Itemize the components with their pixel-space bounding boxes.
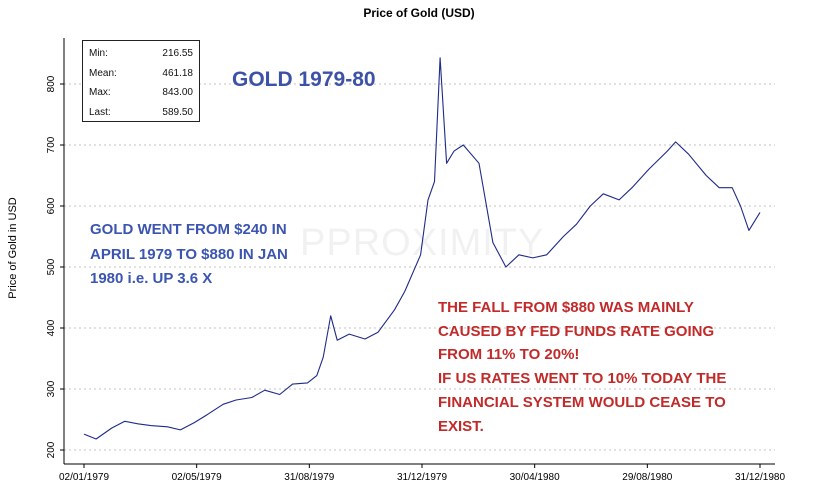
y-tick-label: 700 xyxy=(46,136,57,153)
stats-box: Min: 216.55 Mean: 461.18 Max: 843.00 Las… xyxy=(82,40,200,122)
price-line xyxy=(83,57,761,440)
x-tick-label: 02/01/1979 xyxy=(59,472,109,483)
annotation-blue-line: GOLD WENT FROM $240 IN xyxy=(90,221,287,238)
y-tick-label: 300 xyxy=(46,380,57,397)
stats-row-mean: Mean: 461.18 xyxy=(89,64,193,84)
axes: 200 300 400 500 600 700 800 02/01/1979 02/05/197… xyxy=(46,38,785,483)
x-tick-label: 30/04/1980 xyxy=(510,472,560,483)
annotation-red-line: THE FALL FROM $880 WAS MAINLY xyxy=(438,299,694,316)
chart-title: Price of Gold (USD) xyxy=(363,6,474,20)
x-tick-label: 31/12/1980 xyxy=(735,472,785,483)
stats-min-value: 216.55 xyxy=(162,48,193,59)
x-tick-label: 02/05/1979 xyxy=(172,472,222,483)
x-tick-label: 31/08/1979 xyxy=(284,472,334,483)
watermark: PPROXIMITY xyxy=(300,222,545,264)
annotation-blue-line: APRIL 1979 TO $880 IN JAN xyxy=(90,245,288,263)
series-line xyxy=(83,57,761,440)
stats-mean-value: 461.18 xyxy=(162,67,193,79)
stats-row-min: Min: 216.55 xyxy=(89,44,193,64)
stats-mean-label: Mean: xyxy=(89,67,117,79)
annotation-title: GOLD 1979-80 xyxy=(232,68,376,91)
y-tick-label: 800 xyxy=(46,75,57,92)
stats-min-label: Min: xyxy=(89,48,108,59)
y-tick-label: 200 xyxy=(46,441,57,458)
annotation-red-line: FROM 11% TO 20%! xyxy=(438,346,580,364)
stats-row-max: Max: 843.00 xyxy=(89,83,193,103)
y-axis-label: Price of Gold in USD xyxy=(7,197,19,299)
x-tick-label: 29/08/1980 xyxy=(622,472,672,483)
stats-last-value: 589.50 xyxy=(162,106,193,118)
y-tick-label: 500 xyxy=(46,258,57,275)
stats-max-label: Max: xyxy=(89,87,111,98)
annotation-red-line: IF US RATES WENT TO 10% TODAY THE xyxy=(438,370,727,388)
stats-max-value: 843.00 xyxy=(162,87,193,98)
stats-row-last: Last: 589.50 xyxy=(89,103,193,123)
stats-last-label: Last: xyxy=(89,106,111,118)
annotation-red-line: EXIST. xyxy=(438,417,484,435)
x-tick-label: 31/12/1979 xyxy=(397,472,447,483)
annotation-blue-line: 1980 i.e. UP 3.6 X xyxy=(90,270,213,287)
y-tick-label: 600 xyxy=(46,197,57,214)
annotation-red-line: FINANCIAL SYSTEM WOULD CEASE TO xyxy=(438,393,726,411)
grid-lines xyxy=(64,83,775,451)
annotation-red-line: CAUSED BY FED FUNDS RATE GOING xyxy=(438,322,715,340)
annotation-blue: GOLD WENT FROM $240 IN APRIL 1979 TO $88… xyxy=(90,218,288,292)
annotation-red: THE FALL FROM $880 WAS MAINLY CAUSED BY … xyxy=(438,296,726,438)
y-tick-label: 400 xyxy=(46,319,57,336)
